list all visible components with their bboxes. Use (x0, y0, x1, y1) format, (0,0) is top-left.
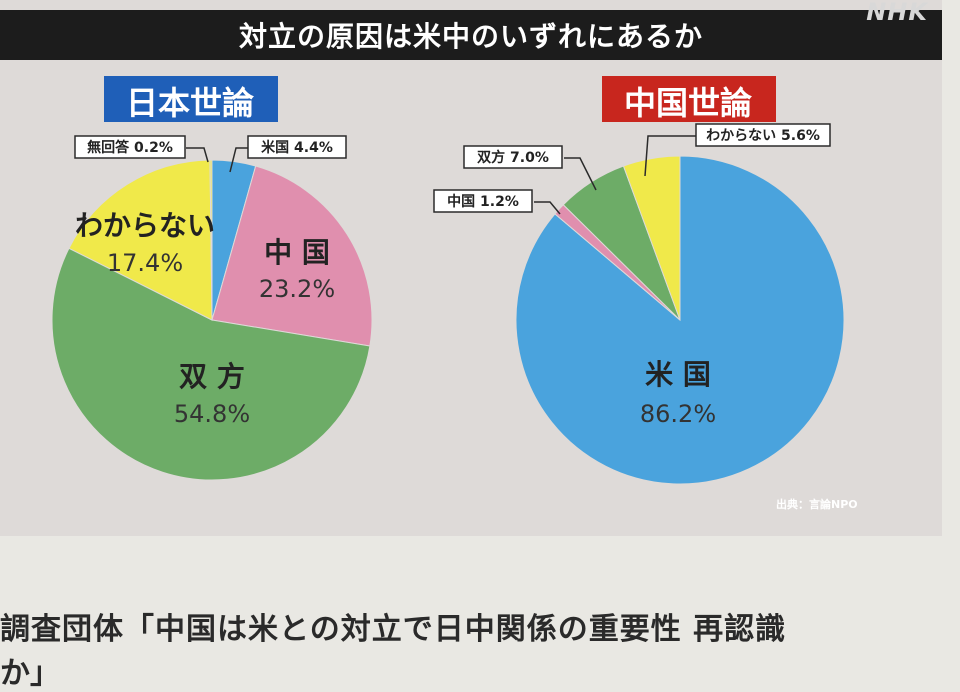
pie-value-china-0: 86.2% (640, 400, 716, 428)
pie-slice-japan-2 (51, 247, 371, 481)
chart-title-bar: 対立の原因は米中のいずれにあるか (0, 10, 942, 60)
pie-callout-china-2-box (463, 145, 563, 169)
pie-slice-china-3 (622, 155, 681, 321)
pie-leader-china-1 (534, 201, 561, 215)
source-note: 出典：言論NPO (776, 498, 858, 511)
pie-label-japan-3: わからない (75, 209, 215, 242)
pie-label-japan-1: 中 国 (264, 236, 330, 269)
pie-value-japan-2: 54.8% (174, 400, 250, 428)
pie-value-japan-3: 17.4% (107, 249, 183, 277)
pie-label-japan-2: 双 方 (179, 360, 245, 393)
pie-leader-china-2 (564, 157, 597, 191)
chart-main-title: 対立の原因は米中のいずれにあるか (238, 20, 703, 53)
pie-callout-japan-0-box (247, 135, 347, 159)
pie-callout-japan-0: 米国 4.4% (261, 139, 333, 156)
pie-title-japan: 日本世論 (126, 84, 254, 122)
news-caption-line1: 調査団体「中国は米との対立で日中関係の重要性 再認識 (0, 612, 787, 647)
pie-slice-japan-3 (68, 159, 213, 321)
pie-title-bg-japan (104, 76, 278, 122)
pie-slice-japan-1 (211, 165, 373, 347)
nhk-logo: NHK (866, 0, 928, 26)
pie-callout-china-1: 中国 1.2% (447, 193, 519, 210)
pie-callout-china-3: わからない 5.6% (706, 128, 820, 144)
pie-callout-japan-4-box (74, 135, 186, 159)
pie-leader-china-3 (644, 135, 698, 177)
pie-leader-japan-0 (229, 147, 250, 173)
pie-leader-japan-4 (186, 147, 209, 163)
pie-value-japan-1: 23.2% (259, 275, 335, 303)
pie-callout-china-3-box (695, 123, 831, 147)
pie-label-china-0: 米 国 (645, 358, 711, 391)
pie-title-bg-china (602, 76, 776, 122)
pie-callout-china-2: 双方 7.0% (477, 149, 549, 166)
pie-slice-japan-4 (209, 159, 213, 321)
pie-callout-japan-4: 無回答 0.2% (87, 139, 173, 156)
pie-callout-china-1-box (433, 189, 533, 213)
pie-title-china: 中国世論 (624, 84, 752, 122)
news-caption-line2: か」 (0, 656, 60, 691)
